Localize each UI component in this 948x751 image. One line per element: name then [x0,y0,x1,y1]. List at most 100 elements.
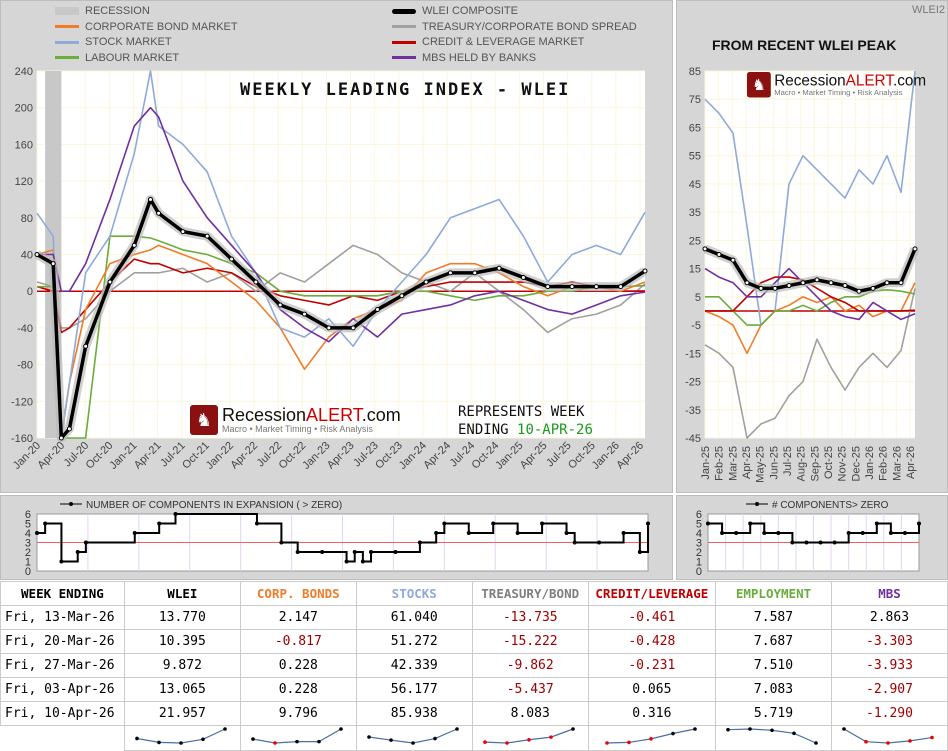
count-point [173,512,178,516]
count-line [708,522,920,544]
wlei-point [107,279,113,285]
count-point [888,531,893,535]
count-chart-title: NUMBER OF COMPONENTS IN EXPANSION ( > ZE… [86,500,342,511]
value-cell: 2.147 [239,605,357,630]
series-line-mbs-held-by-banks [704,267,916,321]
x-tick-label: Apr-26 [905,446,917,479]
wlei-point [399,293,405,299]
y-tick-label: -25 [685,377,701,389]
y-tick-label: 200 [15,103,33,115]
count-point [59,559,64,564]
value-cell: -0.231 [587,653,717,678]
series-line-labour-market [705,288,916,326]
sparkline-point [157,740,162,745]
x-tick-label: Aug-25 [796,446,808,481]
week-ending-cell: Fri, 03-Apr-26 [0,677,125,702]
represents-date: 10-APR-26 [517,422,593,438]
sparkline-point [671,731,675,736]
legend-swatch [55,40,79,44]
count-point [804,540,809,545]
week-ending-cell: Fri, 20-Mar-26 [0,629,125,654]
count-point [434,531,439,535]
value-cell: 51.272 [355,629,473,654]
table-row: Fri, 27-Mar-26 9.872 0.228 42.339 -9.862 -0.2… [0,653,948,678]
sparkline-point [726,727,731,732]
value-cell: 7.083 [715,677,832,702]
represents-line1: REPRESENTS WEEK [458,404,585,420]
table-row: Fri, 20-Mar-26 10.395 -0.817 51.272 -15.222-… [0,629,948,654]
legend-item-stock-market: STOCK MARKET [55,36,172,48]
x-tick-label: Jan-26 [864,446,876,480]
column-header-credit-leverage: CREDIT/LEVERAGE [587,581,717,606]
sparkline-path [606,728,695,744]
sparkline-point [223,727,228,731]
sparkline-point [179,741,184,745]
count-point [597,540,602,545]
legend-swatch [392,8,416,14]
value-cell: 0.228 [239,653,357,678]
count-point [832,540,837,545]
wlei-point [814,277,820,283]
series-line-treasury-corporate-bond-spread [704,288,916,439]
x-tick-label: Feb-26 [878,446,890,481]
y-tick-label: 3 [696,538,702,550]
x-tick-label: Jul-25 [782,446,794,476]
value-cell: 13.770 [123,605,241,630]
y-tick-label: -45 [685,433,701,445]
count-point [83,540,88,545]
sparkline-path [369,728,458,744]
sparkline-point [483,740,488,744]
column-header-employment: EMPLOYMENT [715,581,832,606]
sparkline-point [649,737,653,741]
series-line-stock-market [36,70,646,439]
chart-id-label: WLEI2 [912,4,946,16]
count-point [442,521,447,526]
empty-cell [1,726,125,751]
count-point [720,531,725,535]
legend-label: MBS HELD BY BANKS [422,51,537,64]
sparkline [483,727,576,745]
knight-logo-icon: ♞ [190,405,218,435]
count-point [352,550,357,554]
sparkline-point [339,727,344,731]
y-tick-label: 65 [689,122,701,134]
y-tick-label: 4 [696,528,702,540]
legend-swatch [392,40,416,44]
wlei-point [253,279,259,285]
count-point [646,521,650,526]
wlei-point [374,307,380,313]
count-point [748,521,753,526]
wlei-point [131,242,137,248]
value-cell: -0.817 [239,629,357,654]
represents-label: ENDING [458,422,518,438]
sparkline-point [389,738,394,742]
wlei-point [520,274,526,280]
week-ending-cell: Fri, 27-Mar-26 [0,653,125,678]
sparkline-point [792,731,797,736]
column-header-mbs: MBS [830,581,948,606]
y-tick-label: 75 [689,94,701,106]
count-point [466,531,471,535]
column-header-stocks: STOCKS [355,581,473,606]
sparkline-point [886,741,891,745]
count-point [295,550,300,554]
sparkline-cell [587,725,717,751]
wlei-point [34,252,40,257]
sparkline-point [748,727,753,731]
count-point [621,531,626,535]
count-point [43,521,48,526]
sparkline-path [137,728,226,744]
y-tick-label: -40 [17,323,33,335]
value-cell: 9.796 [239,701,357,726]
count-point [540,521,545,526]
legend-item-wlei-composite: WLEI COMPOSITE [392,5,518,17]
legend-marker [69,502,73,506]
logo-text-alert: ALERT [306,405,362,425]
wlei-point [326,325,332,331]
legend-item-credit-leverage-market: CREDIT & LEVERAGE MARKET [392,36,584,48]
logo: ♞ RecessionALERT.com Macro • Market Timi… [190,405,401,435]
value-cell: 7.510 [715,653,832,678]
legend-item-mbs-held-by-banks: MBS HELD BY BANKS [392,52,536,64]
series-line-corporate-bond-market [36,244,646,439]
